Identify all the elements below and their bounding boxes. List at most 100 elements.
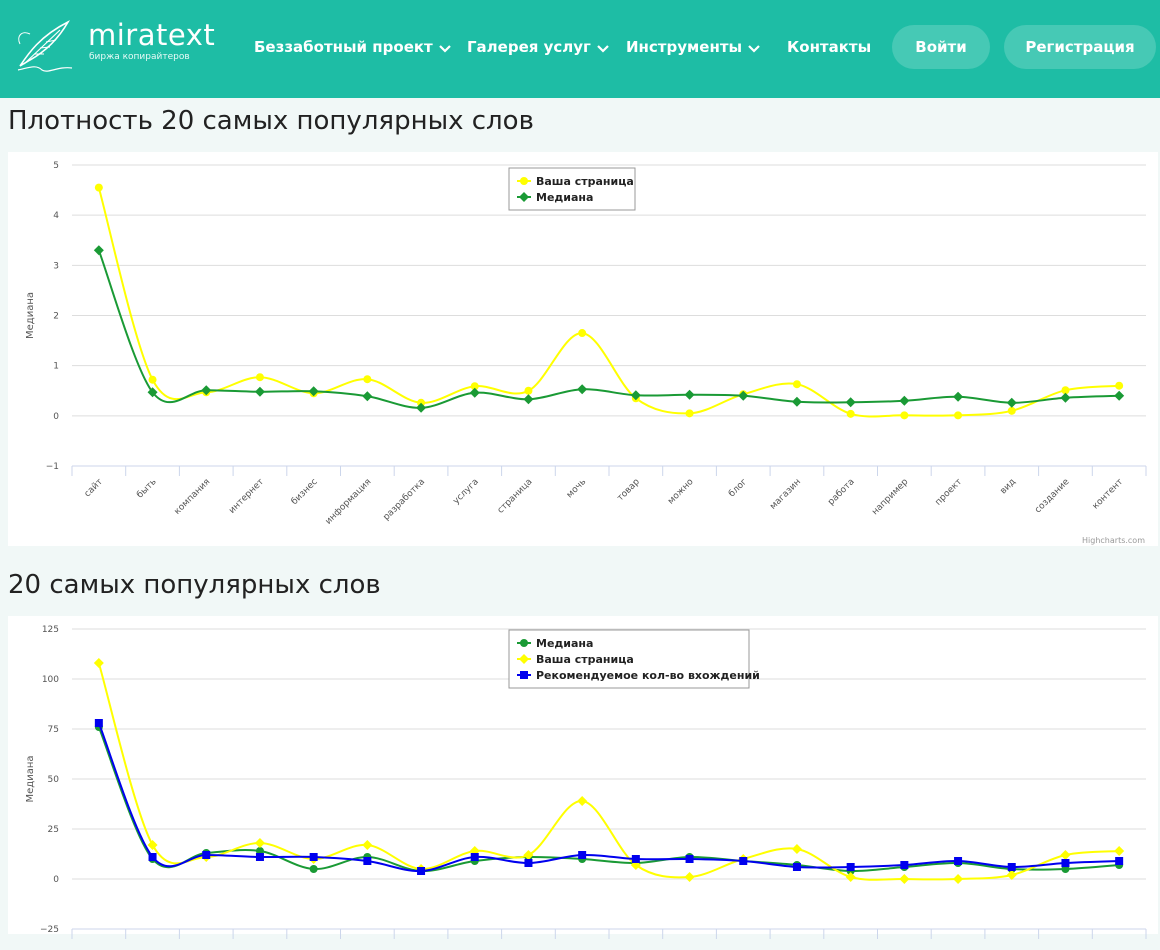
data-point xyxy=(524,859,533,867)
data-point xyxy=(148,853,157,861)
x-tick-label: бизнес xyxy=(290,477,320,507)
x-tick-label: контент xyxy=(1091,477,1125,511)
data-point xyxy=(470,853,479,861)
data-point xyxy=(519,654,529,664)
x-tick-label: проект xyxy=(934,477,965,508)
data-point xyxy=(93,658,104,668)
data-point xyxy=(94,183,103,192)
data-point xyxy=(577,384,588,395)
data-point xyxy=(1060,392,1071,403)
data-point xyxy=(791,844,802,854)
nav-label: Беззаботный проект xyxy=(254,38,433,56)
count-chart: 125 100 75 50 25 0 −25 Медиана Медиана Ваша стран… xyxy=(8,616,1158,939)
data-point xyxy=(147,840,158,850)
data-point xyxy=(900,411,909,420)
y-tick-label: −25 xyxy=(40,925,59,935)
y-axis-title: Медиана xyxy=(25,756,36,803)
data-point xyxy=(469,387,480,398)
data-point xyxy=(577,796,588,806)
data-point xyxy=(684,389,695,400)
logo-subtitle: биржа копирайтеров xyxy=(89,52,190,62)
data-point xyxy=(417,867,426,875)
data-point xyxy=(308,386,319,397)
data-point xyxy=(254,838,265,848)
data-point xyxy=(255,373,264,382)
data-point xyxy=(846,409,855,418)
register-button[interactable]: Регистрация xyxy=(1004,25,1156,69)
data-point xyxy=(416,402,427,413)
series-line xyxy=(97,726,1120,873)
data-point xyxy=(738,390,749,401)
x-tick-label: информация xyxy=(324,477,374,527)
data-point xyxy=(685,409,694,418)
data-point xyxy=(148,375,157,384)
x-tick-label: вид xyxy=(999,477,1018,496)
data-point xyxy=(954,857,963,865)
count-chart-title: 20 самых популярных слов xyxy=(8,570,381,600)
data-point xyxy=(93,245,104,256)
series-square xyxy=(94,719,1124,875)
x-tick-label: можно xyxy=(666,477,696,507)
nav-item-carefree-project[interactable]: Беззаботный проект xyxy=(254,38,451,57)
data-point xyxy=(1060,850,1071,860)
data-point xyxy=(846,863,855,871)
login-button[interactable]: Войти xyxy=(892,25,990,69)
data-point xyxy=(792,380,801,389)
density-chart-svg: 5 4 3 2 1 0 −1 Медиана сайт быть компания интернет б… xyxy=(25,161,1147,545)
data-point xyxy=(899,874,910,884)
data-point xyxy=(1115,381,1124,390)
chevron-down-icon xyxy=(597,39,609,57)
x-tick-label: компания xyxy=(173,477,213,517)
x-tick-label: создание xyxy=(1033,477,1072,516)
y-tick-label: 4 xyxy=(53,211,59,221)
y-tick-label: 0 xyxy=(53,412,59,422)
data-point xyxy=(470,382,479,391)
x-tick-label: блог xyxy=(727,477,749,499)
data-point xyxy=(1114,846,1125,856)
feather-pen-icon xyxy=(17,20,73,72)
data-point xyxy=(1006,870,1017,880)
data-point xyxy=(524,386,533,395)
y-tick-label: 100 xyxy=(42,675,59,685)
data-point xyxy=(578,329,587,338)
series-circle xyxy=(94,723,1124,875)
data-point xyxy=(739,857,748,865)
x-tick-label: услуга xyxy=(451,477,480,506)
data-point xyxy=(201,385,212,396)
data-point xyxy=(1007,863,1016,871)
x-tick-label: магазин xyxy=(768,477,803,512)
legend-label: Ваша страница xyxy=(536,175,634,188)
y-tick-label: 1 xyxy=(53,362,59,372)
chevron-down-icon xyxy=(748,39,760,57)
data-point xyxy=(578,851,587,859)
count-chart-svg: 125 100 75 50 25 0 −25 Медиана Медиана Ваша стран… xyxy=(25,625,1147,939)
data-point xyxy=(523,850,534,860)
y-tick-label: 0 xyxy=(53,875,59,885)
y-tick-label: 50 xyxy=(48,775,60,785)
data-point xyxy=(685,855,694,863)
nav-label: Инструменты xyxy=(626,38,743,56)
data-point xyxy=(309,865,318,873)
nav-item-tools[interactable]: Инструменты xyxy=(626,38,760,57)
series-line xyxy=(97,662,1120,881)
nav-item-contacts[interactable]: Контакты xyxy=(787,38,871,56)
data-point xyxy=(94,719,103,727)
x-tick-label: работа xyxy=(826,477,856,507)
data-point xyxy=(309,853,318,861)
data-point xyxy=(1115,857,1124,865)
density-chart-title: Плотность 20 самых популярных слов xyxy=(8,106,534,136)
y-tick-label: 3 xyxy=(53,261,59,271)
site-header: miratext биржа копирайтеров Беззаботный … xyxy=(0,0,1160,98)
nav-item-services-gallery[interactable]: Галерея услуг xyxy=(467,38,609,57)
data-point xyxy=(363,375,372,384)
logo[interactable]: miratext биржа копирайтеров xyxy=(14,14,215,74)
y-tick-label: 125 xyxy=(42,625,59,635)
series-line xyxy=(97,249,1120,409)
credits-label: Highcharts.com xyxy=(1082,536,1145,545)
data-point xyxy=(362,840,373,850)
series-line xyxy=(97,722,1120,873)
data-point xyxy=(520,671,528,679)
data-point xyxy=(1114,390,1125,401)
data-point xyxy=(792,863,801,871)
y-tick-label: 25 xyxy=(48,825,59,835)
